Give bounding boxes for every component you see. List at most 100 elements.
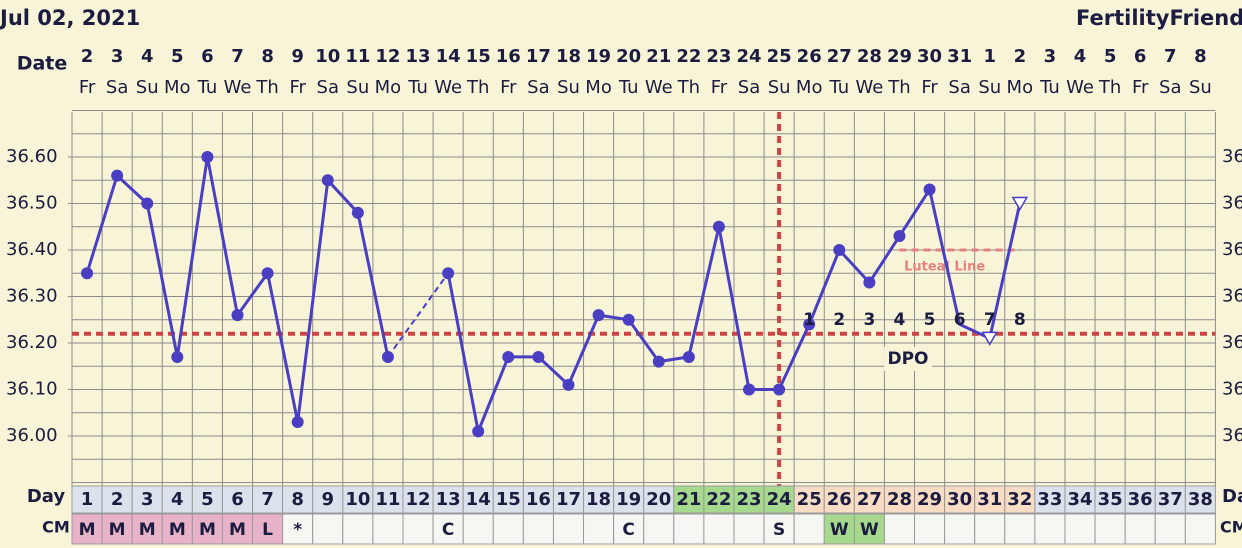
cm-cell bbox=[252, 513, 284, 545]
cm-cell bbox=[372, 513, 404, 545]
day-cell bbox=[974, 485, 1006, 514]
date-label: 16 bbox=[496, 46, 521, 67]
day-cell bbox=[372, 485, 404, 514]
day-cell bbox=[883, 485, 916, 514]
temperature-point bbox=[201, 151, 214, 163]
cm-cell bbox=[71, 513, 103, 545]
y-tick-label: 36.10 bbox=[6, 379, 58, 400]
day-cell bbox=[1064, 485, 1096, 514]
date-label: 4 bbox=[141, 46, 154, 67]
dpo-number: 6 bbox=[954, 310, 966, 330]
dpo-label: DPO bbox=[887, 349, 928, 369]
temperature-point bbox=[712, 220, 725, 233]
day-number: 25 bbox=[797, 489, 822, 510]
day-number: 5 bbox=[201, 489, 214, 510]
temperature-point bbox=[321, 174, 334, 187]
date-label: 18 bbox=[556, 46, 581, 67]
weekday-label: Su bbox=[768, 77, 791, 98]
day-number: 30 bbox=[947, 489, 972, 510]
day-cell bbox=[101, 485, 133, 514]
date-label: 3 bbox=[1044, 46, 1057, 67]
cm-row-label-right: CM bbox=[1220, 518, 1242, 537]
weekday-label: Fr bbox=[500, 77, 517, 98]
temperature-point bbox=[562, 378, 575, 391]
y-tick-label: 36.30 bbox=[6, 286, 58, 307]
date-label: 4 bbox=[1074, 46, 1087, 67]
y-tick-label: 36.50 bbox=[6, 193, 58, 214]
date-label: 6 bbox=[1134, 46, 1147, 67]
temperature-point bbox=[261, 267, 274, 280]
temperature-point bbox=[833, 244, 846, 256]
temperature-point bbox=[502, 350, 515, 363]
temperature-point bbox=[291, 416, 304, 429]
dpo-number: 3 bbox=[863, 310, 875, 330]
cm-value: W bbox=[830, 520, 849, 540]
cm-cell bbox=[643, 513, 675, 545]
temperature-point bbox=[141, 197, 154, 210]
day-number: 15 bbox=[496, 489, 521, 510]
date-label: 27 bbox=[827, 46, 852, 67]
temperature-point bbox=[381, 350, 394, 363]
y-tick-label-right: 36.20 bbox=[1222, 332, 1242, 353]
day-number: 3 bbox=[141, 489, 154, 510]
day-number: 32 bbox=[1007, 489, 1032, 510]
cm-value: M bbox=[139, 520, 156, 540]
day-number: 13 bbox=[436, 489, 461, 510]
weekday-label: Sa bbox=[738, 77, 760, 98]
date-label: 24 bbox=[736, 46, 761, 67]
day-cell bbox=[342, 485, 374, 514]
weekday-label: We bbox=[224, 77, 252, 98]
day-number: 11 bbox=[375, 489, 400, 510]
date-label: 12 bbox=[375, 46, 400, 67]
day-cell bbox=[944, 485, 976, 514]
day-number: 28 bbox=[887, 489, 912, 510]
weekday-label: Su bbox=[557, 77, 580, 98]
day-number: 26 bbox=[827, 489, 852, 510]
weekday-label: We bbox=[434, 77, 462, 98]
day-cell bbox=[914, 485, 946, 514]
day-cell bbox=[673, 485, 705, 514]
day-cell bbox=[703, 485, 735, 514]
cm-cell bbox=[1004, 513, 1036, 545]
weekday-label: Su bbox=[1189, 77, 1212, 98]
cm-value: W bbox=[860, 520, 879, 540]
weekday-label: Th bbox=[677, 77, 700, 98]
date-label: 1 bbox=[983, 46, 996, 67]
day-number: 19 bbox=[616, 489, 641, 510]
cm-cell bbox=[432, 513, 464, 545]
weekday-label: Mo bbox=[796, 77, 823, 98]
weekday-label: Sa bbox=[106, 77, 128, 98]
day-cell bbox=[282, 485, 314, 514]
day-number: 20 bbox=[646, 489, 671, 510]
day-number: 8 bbox=[291, 489, 304, 510]
dpo-number: 2 bbox=[833, 310, 845, 330]
temperature-point bbox=[622, 313, 635, 326]
cm-cell bbox=[312, 513, 344, 545]
cm-cell bbox=[462, 513, 494, 545]
cm-value: C bbox=[622, 520, 634, 540]
day-number: 27 bbox=[857, 489, 882, 510]
temperature-point bbox=[171, 350, 184, 363]
day-number: 7 bbox=[261, 489, 274, 510]
day-cell bbox=[763, 485, 795, 514]
day-row-label-right: Day bbox=[1222, 486, 1242, 507]
temperature-point bbox=[893, 230, 906, 243]
dpo-number: 4 bbox=[894, 310, 906, 330]
cm-value: C bbox=[442, 520, 454, 540]
cm-cell bbox=[703, 513, 735, 545]
day-number: 29 bbox=[917, 489, 942, 510]
temperature-point bbox=[803, 318, 816, 331]
y-tick-label-right: 36.60 bbox=[1222, 146, 1242, 167]
day-number: 4 bbox=[171, 489, 184, 510]
cm-cell bbox=[1184, 513, 1216, 545]
date-label: 2 bbox=[1014, 46, 1027, 67]
cm-cell bbox=[1034, 513, 1066, 545]
day-number: 6 bbox=[231, 489, 244, 510]
weekday-label: Sa bbox=[948, 77, 970, 98]
day-cell bbox=[71, 485, 103, 514]
weekday-label: Fr bbox=[711, 77, 728, 98]
y-tick-label-right: 36.30 bbox=[1222, 286, 1242, 307]
cm-cell bbox=[583, 513, 615, 545]
temperature-point-open bbox=[981, 331, 999, 346]
